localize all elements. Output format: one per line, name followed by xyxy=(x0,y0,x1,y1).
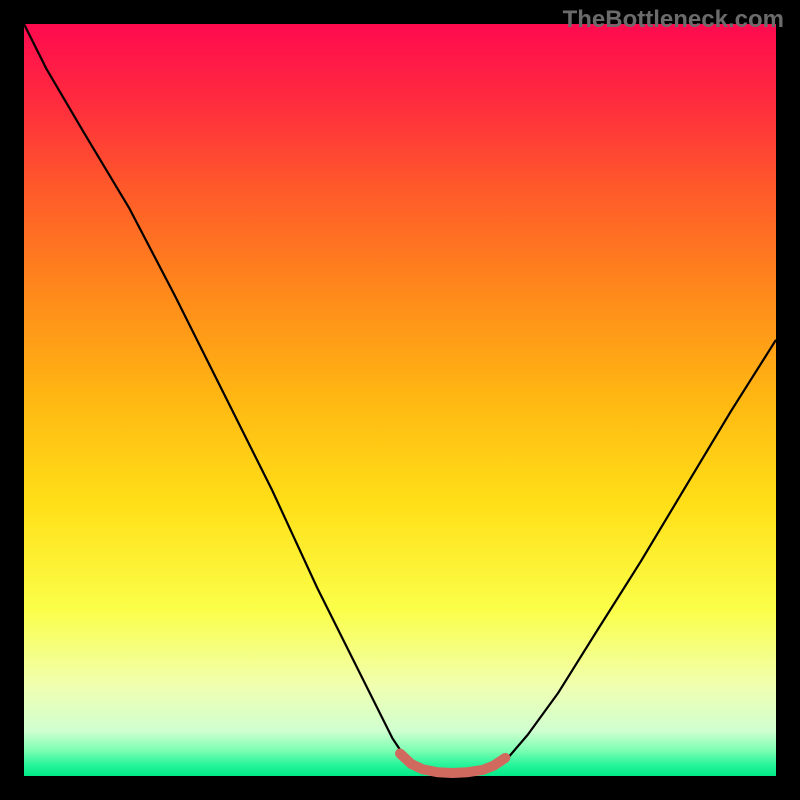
bottleneck-chart xyxy=(0,0,800,800)
watermark-text: TheBottleneck.com xyxy=(563,6,784,34)
chart-plot-background xyxy=(24,24,776,776)
chart-stage: TheBottleneck.com xyxy=(0,0,800,800)
